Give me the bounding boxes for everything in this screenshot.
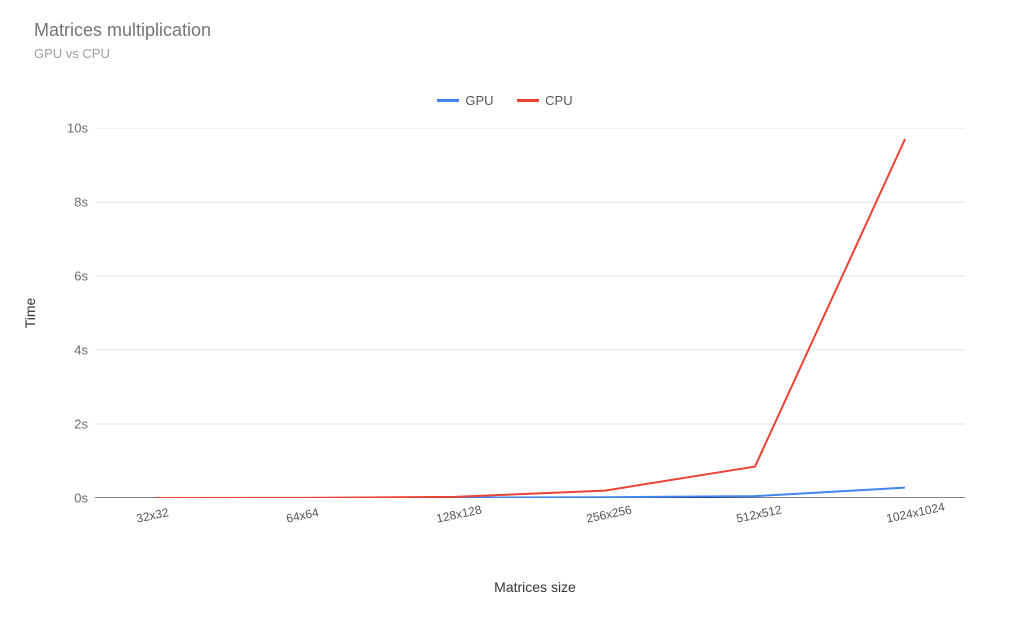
y-tick-label: 6s (28, 269, 88, 284)
y-tick-label: 4s (28, 343, 88, 358)
y-tick-label: 10s (28, 121, 88, 136)
y-tick-label: 8s (28, 195, 88, 210)
chart-legend: GPU CPU (0, 90, 1010, 108)
x-tick-label: 32x32 (135, 505, 170, 525)
series-line-cpu (155, 139, 905, 498)
x-axis-title: Matrices size (30, 579, 1010, 595)
y-axis-title: Time (22, 298, 38, 329)
legend-item-cpu: CPU (517, 93, 572, 108)
legend-swatch-cpu (517, 99, 539, 102)
chart-container: Matrices multiplication GPU vs CPU GPU C… (0, 0, 1010, 625)
legend-swatch-gpu (437, 99, 459, 102)
x-tick-label: 64x64 (285, 505, 320, 525)
x-tick-label: 256x256 (585, 502, 633, 525)
plot-area (95, 128, 965, 498)
x-tick-label: 128x128 (435, 502, 483, 525)
x-tick-label: 1024x1024 (885, 500, 946, 526)
legend-item-gpu: GPU (437, 93, 493, 108)
y-tick-label: 0s (28, 491, 88, 506)
x-tick-label: 512x512 (735, 502, 783, 525)
legend-label-gpu: GPU (465, 93, 493, 108)
y-tick-label: 2s (28, 417, 88, 432)
legend-label-cpu: CPU (545, 93, 572, 108)
chart-title: Matrices multiplication (34, 20, 211, 41)
chart-subtitle: GPU vs CPU (34, 46, 110, 61)
